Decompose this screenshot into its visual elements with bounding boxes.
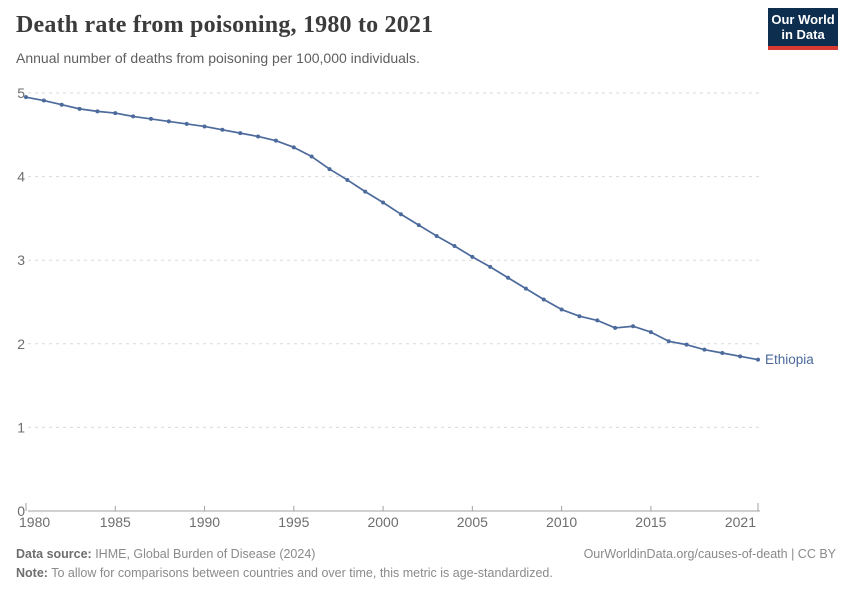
- x-tick-label: 1995: [278, 514, 309, 530]
- note: Note: To allow for comparisons between c…: [16, 564, 553, 583]
- data-point: [381, 200, 386, 205]
- owid-logo-line2: in Data: [781, 27, 825, 42]
- data-point: [363, 189, 368, 194]
- data-point: [506, 275, 511, 280]
- data-point: [648, 330, 653, 335]
- note-label: Note:: [16, 566, 48, 580]
- chart-title: Death rate from poisoning, 1980 to 2021: [16, 12, 434, 38]
- y-tick-label: 3: [17, 252, 25, 268]
- data-point: [523, 286, 528, 291]
- owid-logo-line1: Our World: [771, 12, 835, 27]
- data-point: [131, 114, 136, 119]
- x-tick-label: 2015: [635, 514, 666, 530]
- x-tick-label: 1980: [19, 514, 50, 530]
- data-point: [738, 354, 743, 359]
- line-chart: 0 1 2 3 4 5 1980 1985 1990 1995 2000 2005 2010 2015 20…: [17, 85, 814, 530]
- data-point: [327, 167, 332, 172]
- data-point: [756, 357, 760, 362]
- data-point: [238, 131, 243, 136]
- data-point: [434, 233, 439, 238]
- y-tick-label: 2: [17, 336, 25, 352]
- data-point: [488, 264, 493, 269]
- data-point: [148, 116, 153, 121]
- data-point: [41, 98, 46, 103]
- data-point: [113, 111, 118, 116]
- x-tick-label: 1990: [189, 514, 220, 530]
- data-source-text: IHME, Global Burden of Disease (2024): [91, 547, 316, 561]
- data-point: [684, 342, 689, 347]
- data-point: [452, 243, 457, 248]
- data-point: [398, 212, 403, 217]
- x-tick-label: 2000: [367, 514, 398, 530]
- data-point: [720, 350, 725, 355]
- rights-link[interactable]: OurWorldinData.org/causes-of-death | CC …: [583, 547, 836, 561]
- data-point: [702, 347, 707, 352]
- series-label-ethiopia: Ethiopia: [765, 352, 814, 367]
- data-source-label: Data source:: [16, 547, 92, 561]
- data-point: [345, 177, 350, 182]
- data-point: [273, 138, 278, 143]
- y-tick-label: 0: [17, 503, 25, 519]
- data-point: [184, 121, 189, 126]
- data-point: [24, 95, 28, 100]
- data-point: [309, 154, 314, 159]
- y-tick-label: 5: [17, 85, 25, 101]
- data-point: [291, 145, 296, 150]
- data-point: [541, 297, 546, 302]
- data-point: [59, 102, 64, 107]
- data-point: [202, 124, 207, 129]
- chart-footer: Data source: IHME, Global Burden of Dise…: [16, 545, 836, 583]
- data-point: [416, 223, 421, 228]
- data-point: [166, 119, 171, 124]
- chart-subtitle: Annual number of deaths from poisoning p…: [16, 50, 420, 66]
- data-point: [220, 127, 225, 132]
- data-point: [613, 325, 618, 330]
- data-point: [256, 134, 261, 139]
- x-tick-label: 2010: [546, 514, 577, 530]
- note-text: To allow for comparisons between countri…: [47, 566, 553, 580]
- x-tick-label: 2005: [457, 514, 488, 530]
- data-point: [559, 307, 564, 312]
- y-tick-label: 1: [17, 419, 25, 435]
- data-point: [77, 106, 82, 111]
- data-point: [666, 339, 671, 344]
- data-point: [577, 314, 582, 319]
- data-point: [95, 109, 100, 114]
- x-tick-label: 1985: [100, 514, 131, 530]
- data-point: [595, 318, 600, 323]
- series-line-ethiopia: [25, 96, 759, 361]
- x-tick-label: 2021: [725, 514, 756, 530]
- data-source: Data source: IHME, Global Burden of Dise…: [16, 545, 315, 564]
- data-point: [470, 254, 475, 259]
- y-tick-label: 4: [17, 169, 25, 185]
- owid-logo[interactable]: Our World in Data: [768, 8, 838, 50]
- data-point: [631, 324, 636, 329]
